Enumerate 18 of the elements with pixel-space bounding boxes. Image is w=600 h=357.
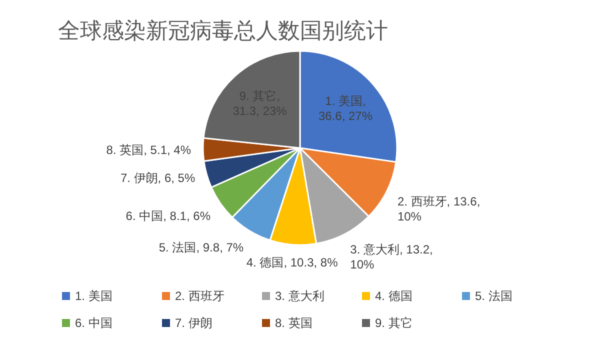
data-label: 2. 西班牙, 13.6, 10% <box>397 194 480 224</box>
data-label: 7. 伊朗, 6, 5% <box>120 170 196 185</box>
legend-label: 5. 法国 <box>475 289 512 303</box>
data-label: 3. 意大利, 13.2, 10% <box>350 242 433 272</box>
data-label: 5. 法国, 9.8, 7% <box>158 240 244 254</box>
data-label: 4. 德国, 10.3, 8% <box>246 256 338 270</box>
legend-label: 3. 意大利 <box>275 289 324 303</box>
legend-label: 7. 伊朗 <box>175 316 212 330</box>
data-label: 1. 美国, 36.6, 27% <box>318 94 373 124</box>
legend-label: 2. 西班牙 <box>175 289 224 303</box>
legend-label: 9. 其它 <box>375 316 412 330</box>
legend-label: 4. 德国 <box>375 289 412 303</box>
legend-label: 8. 英国 <box>275 316 312 330</box>
legend-label: 6. 中国 <box>75 316 112 330</box>
legend-label: 1. 美国 <box>75 289 112 303</box>
chart-title: 全球感染新冠病毒总人数国别统计 <box>58 18 388 43</box>
data-label: 6. 中国, 8.1, 6% <box>126 209 211 224</box>
data-label: 8. 英国, 5.1, 4% <box>106 142 192 157</box>
